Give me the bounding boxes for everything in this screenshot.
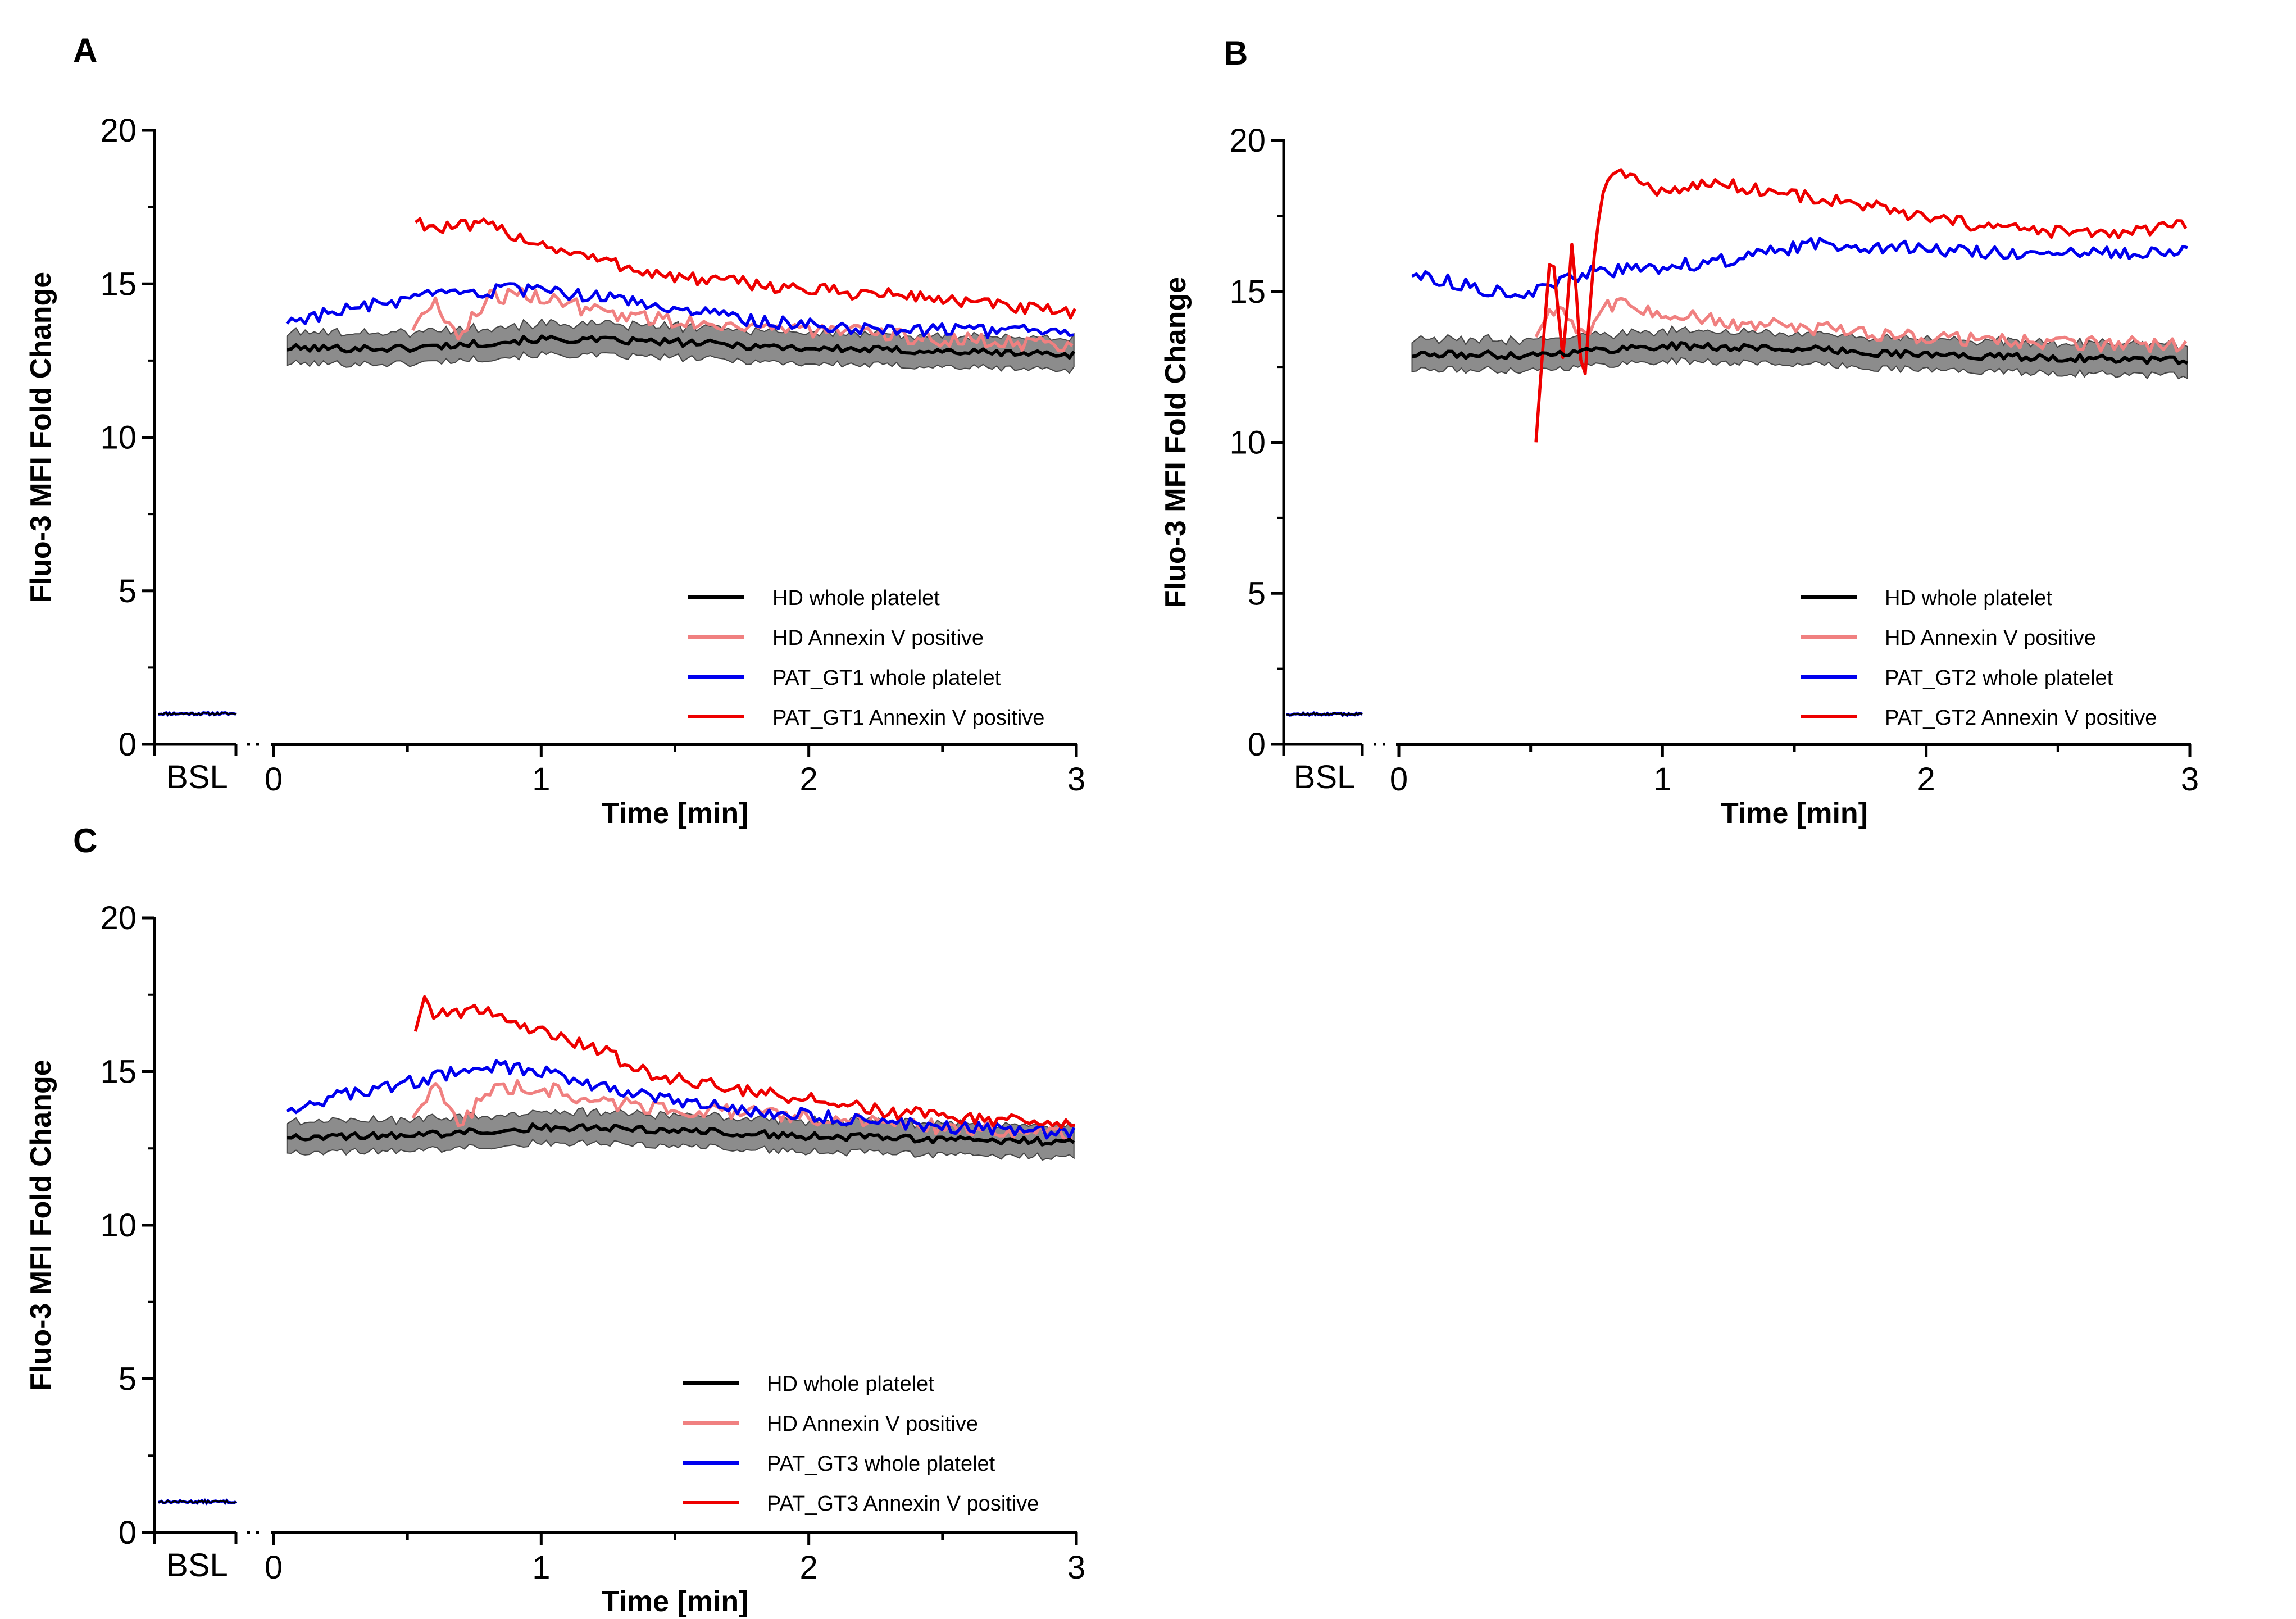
y-tick-label: 10 <box>100 1207 137 1244</box>
y-tick-label: 15 <box>100 266 137 302</box>
y-tick-label: 15 <box>1229 274 1266 310</box>
y-tick-label: 10 <box>1229 425 1266 461</box>
legend-entry: PAT_GT1 whole platelet <box>772 666 1001 690</box>
legend-entry: HD whole platelet <box>1885 586 2052 610</box>
y-tick-label: 20 <box>100 900 137 936</box>
pat-whole-platelet-line <box>286 1059 1076 1140</box>
series-lines <box>1286 168 2189 718</box>
y-tick-label: 5 <box>119 1361 137 1398</box>
panel-c: C Fluo-3 MFI Fold Change Time [min] BSL … <box>25 822 1085 1618</box>
panel-b: B Fluo-3 MFI Fold Change Time [min] BSL … <box>1160 34 2199 830</box>
axes <box>142 916 1078 1545</box>
legend: HD whole platelet HD Annexin V positive … <box>683 1372 1039 1516</box>
x-tick-label: 2 <box>800 1549 818 1586</box>
legend-entry: HD Annexin V positive <box>767 1412 978 1436</box>
y-axis-title: Fluo-3 MFI Fold Change <box>1160 277 1192 608</box>
legend-entry: HD whole platelet <box>767 1372 934 1396</box>
y-tick-label: 15 <box>100 1054 137 1090</box>
pat-whole-platelet-line <box>285 282 1075 339</box>
hd-annexin-v-line <box>1534 297 2188 354</box>
y-tick-label: 20 <box>100 112 137 149</box>
x-tick-label: 3 <box>1067 761 1085 798</box>
x-tick-label: 1 <box>532 1549 550 1586</box>
x-axis-title: Time [min] <box>602 1585 749 1618</box>
pat-annexin-v-line <box>414 217 1077 320</box>
panel-label-c: C <box>73 822 97 859</box>
baseline-label: BSL <box>166 1547 228 1584</box>
legend-entry: HD Annexin V positive <box>1885 626 2096 650</box>
pat-annexin-v-line <box>1534 168 2188 443</box>
y-tick-label: 0 <box>119 726 137 763</box>
x-tick-label: 0 <box>1390 761 1408 798</box>
series-lines <box>158 995 1076 1506</box>
legend-entry: PAT_GT3 whole platelet <box>767 1452 995 1476</box>
x-tick-label: 0 <box>265 1549 283 1586</box>
y-tick-label: 0 <box>1248 726 1266 763</box>
baseline-label: BSL <box>1294 759 1356 795</box>
baseline-trace-black <box>158 1499 237 1504</box>
legend: HD whole platelet HD Annexin V positive … <box>1801 586 2157 730</box>
axes <box>142 129 1078 757</box>
pat-whole-platelet-line <box>1411 237 2188 299</box>
pat-annexin-v-line <box>413 995 1075 1129</box>
hd-whole-platelet-line <box>1412 341 2189 366</box>
x-tick-label: 1 <box>1653 761 1671 798</box>
x-tick-label: 2 <box>800 761 818 798</box>
y-tick-label: 5 <box>119 573 137 610</box>
x-tick-label: 2 <box>1917 761 1935 798</box>
hd-whole-platelet-line <box>287 334 1076 360</box>
hd-sem-band <box>1411 325 2188 380</box>
legend-entry: PAT_GT3 Annexin V positive <box>767 1492 1039 1516</box>
legend-entry: PAT_GT2 whole platelet <box>1885 666 2113 690</box>
axes <box>1271 139 2192 757</box>
y-tick-label: 5 <box>1248 575 1266 612</box>
x-axis-title: Time [min] <box>602 797 749 830</box>
panel-label-a: A <box>73 31 97 69</box>
x-tick-label: 3 <box>2181 761 2199 798</box>
x-tick-label: 1 <box>532 761 550 798</box>
x-tick-label: 0 <box>265 761 283 798</box>
y-axis-title: Fluo-3 MFI Fold Change <box>25 1059 57 1390</box>
y-tick-label: 10 <box>100 420 137 456</box>
legend-entry: PAT_GT1 Annexin V positive <box>772 706 1044 730</box>
baseline-trace-black <box>1286 712 1363 717</box>
y-tick-label: 0 <box>119 1515 137 1551</box>
x-axis-title: Time [min] <box>1721 797 1868 830</box>
legend-entry: HD whole platelet <box>772 586 940 610</box>
x-tick-label: 3 <box>1067 1549 1085 1586</box>
hd-sem-band-area <box>1411 325 2188 380</box>
panel-label-b: B <box>1224 34 1248 72</box>
hd-whole-platelet-line <box>287 1122 1075 1147</box>
hd-annexin-v-line <box>411 287 1074 353</box>
legend-entry: PAT_GT2 Annexin V positive <box>1885 706 2157 730</box>
baseline-label: BSL <box>166 759 228 795</box>
series-lines <box>158 217 1077 717</box>
baseline-trace-black <box>158 711 237 716</box>
panel-a: A Fluo-3 MFI Fold Change Time [min] BSL … <box>25 31 1085 830</box>
legend: HD whole platelet HD Annexin V positive … <box>688 586 1044 730</box>
y-axis-title: Fluo-3 MFI Fold Change <box>25 272 57 603</box>
y-tick-label: 20 <box>1229 122 1266 159</box>
legend-entry: HD Annexin V positive <box>772 626 984 650</box>
